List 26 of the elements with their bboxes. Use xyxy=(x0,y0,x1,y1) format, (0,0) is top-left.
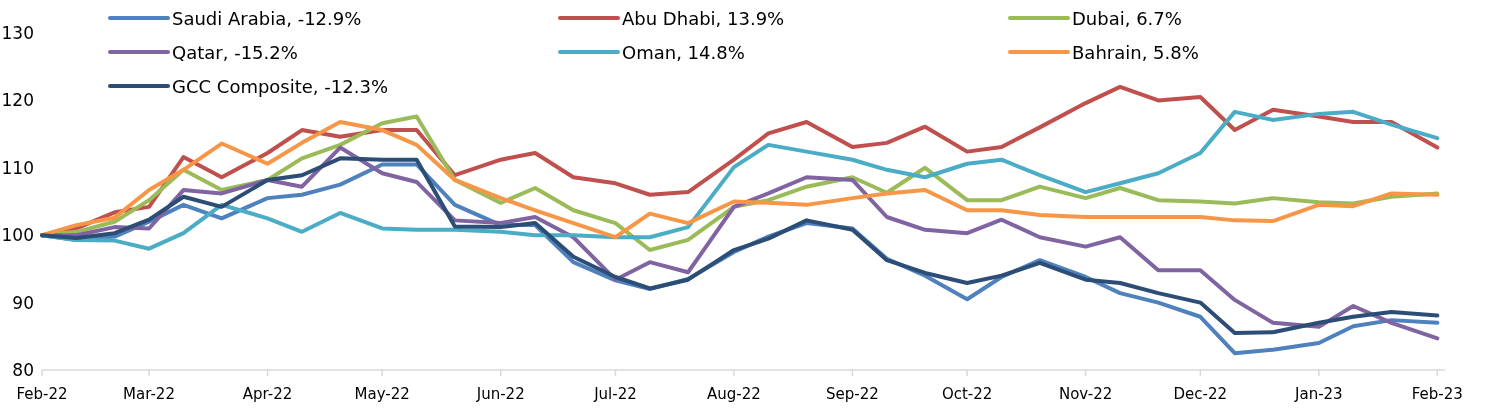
x-tick-label: Oct-22 xyxy=(941,385,993,403)
legend-label: GCC Composite, -12.3% xyxy=(172,75,388,97)
x-tick-label: Apr-22 xyxy=(242,385,293,403)
x-tick-label: Dec-22 xyxy=(1173,385,1228,403)
y-tick-label: 110 xyxy=(1,157,34,178)
legend-label: Oman, 14.8% xyxy=(622,41,745,63)
legend-label: Dubai, 6.7% xyxy=(1072,7,1182,29)
x-tick-label: Mar-22 xyxy=(123,385,175,403)
legend-label: Abu Dhabi, 13.9% xyxy=(622,7,785,29)
x-tick-label: Feb-22 xyxy=(16,385,68,403)
legend-label: Bahrain, 5.8% xyxy=(1072,41,1199,63)
y-tick-label: 100 xyxy=(1,225,34,246)
x-tick-label: May-22 xyxy=(354,385,410,403)
x-tick-label: Jan-23 xyxy=(1294,385,1343,403)
x-tick-label: Aug-22 xyxy=(707,385,761,403)
x-tick-label: Sep-22 xyxy=(826,385,879,403)
y-tick-label: 120 xyxy=(1,90,34,111)
x-tick-label: Jun-22 xyxy=(475,385,525,403)
legend-label: Saudi Arabia, -12.9% xyxy=(172,7,362,29)
y-tick-label: 90 xyxy=(12,292,34,313)
x-tick-label: Nov-22 xyxy=(1058,385,1113,403)
y-tick-label: 130 xyxy=(1,23,34,43)
legend-label: Qatar, -15.2% xyxy=(172,41,298,63)
x-tick-label: Feb-23 xyxy=(1411,385,1463,403)
y-tick-label: 80 xyxy=(12,360,34,380)
x-tick-label: Jul-22 xyxy=(593,385,637,403)
